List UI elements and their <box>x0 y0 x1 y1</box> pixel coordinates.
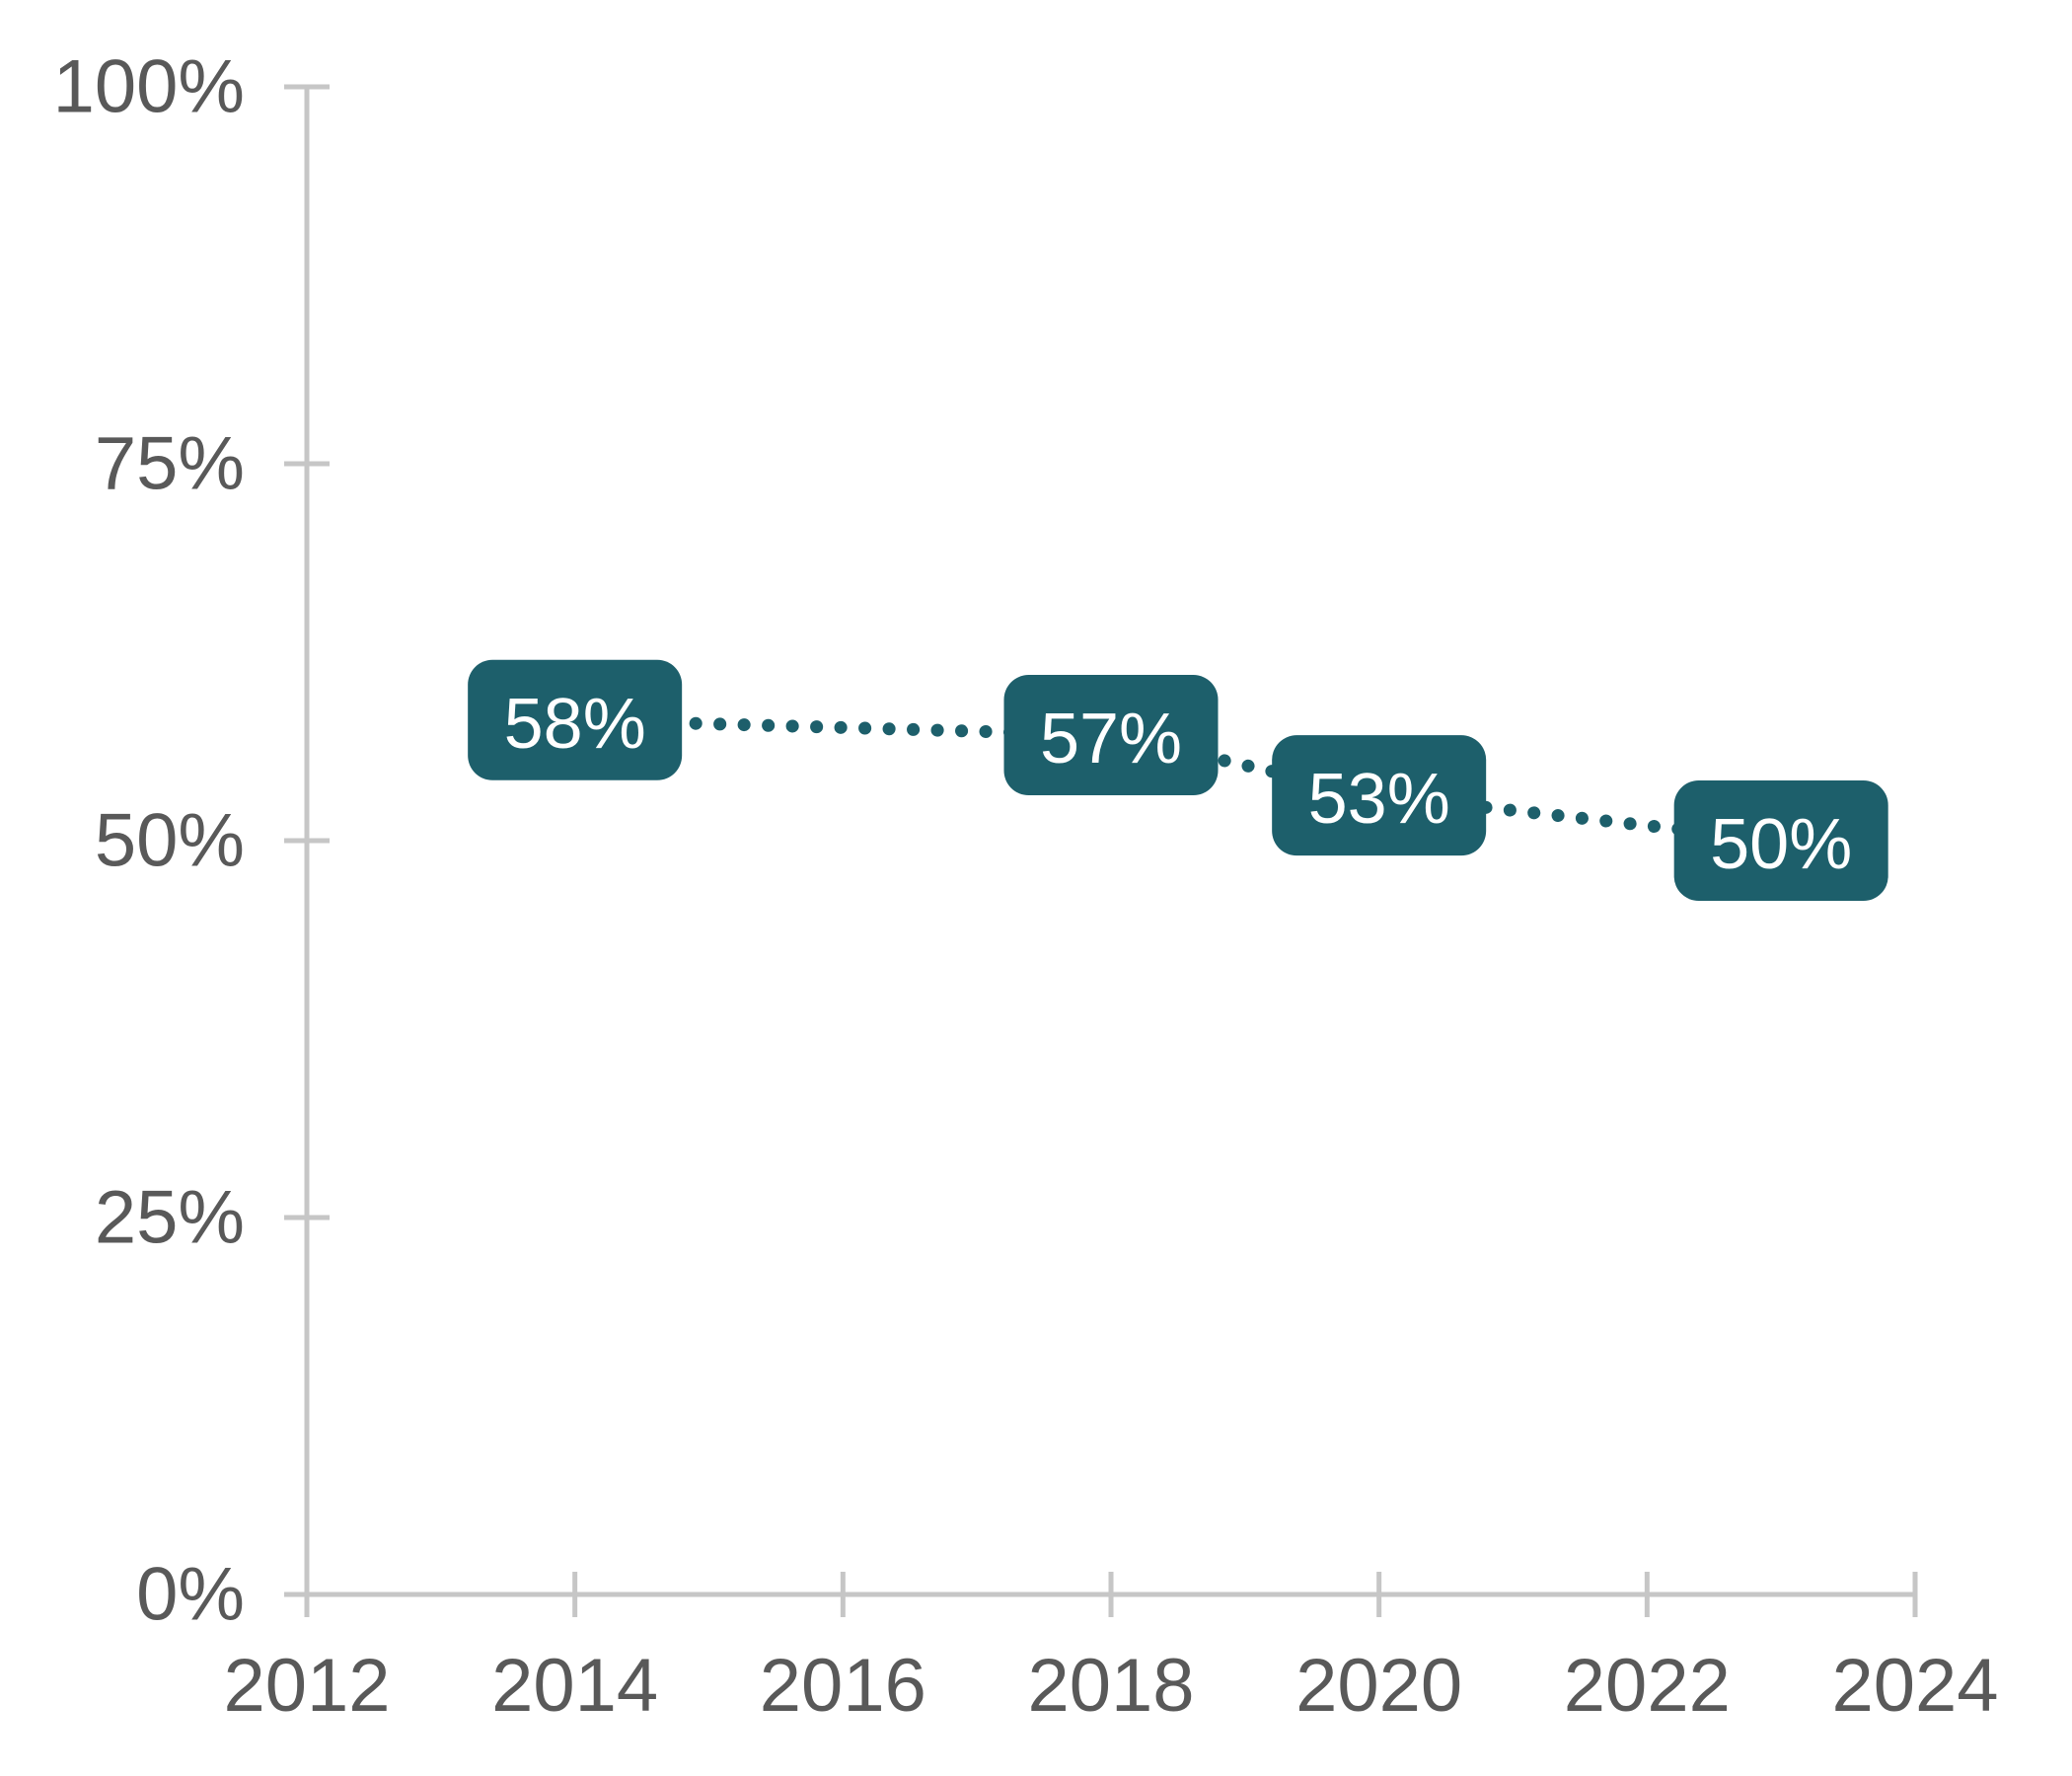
x-tick-label: 2012 <box>223 1644 390 1728</box>
data-point-label-box <box>1673 780 1888 901</box>
data-point-label-box <box>1003 675 1219 796</box>
y-tick-label: 75% <box>95 422 245 506</box>
data-point-label-box <box>468 659 683 780</box>
data-point-label: 50% <box>1710 805 1852 884</box>
y-tick-label: 0% <box>136 1553 245 1637</box>
y-tick-label: 50% <box>95 799 245 883</box>
data-point-label: 57% <box>1040 700 1182 778</box>
y-tick-label: 100% <box>53 45 245 129</box>
x-tick-label: 2020 <box>1295 1644 1462 1728</box>
data-point-label-box <box>1272 735 1487 856</box>
data-point-label: 53% <box>1308 760 1450 839</box>
x-tick-label: 2016 <box>760 1644 926 1728</box>
y-tick-label: 25% <box>95 1176 245 1260</box>
data-point-label: 58% <box>504 685 646 764</box>
x-tick-label: 2024 <box>1831 1644 1998 1728</box>
x-tick-label: 2014 <box>491 1644 658 1728</box>
x-tick-label: 2022 <box>1564 1644 1731 1728</box>
x-tick-label: 2018 <box>1027 1644 1194 1728</box>
data-line <box>568 713 1788 848</box>
